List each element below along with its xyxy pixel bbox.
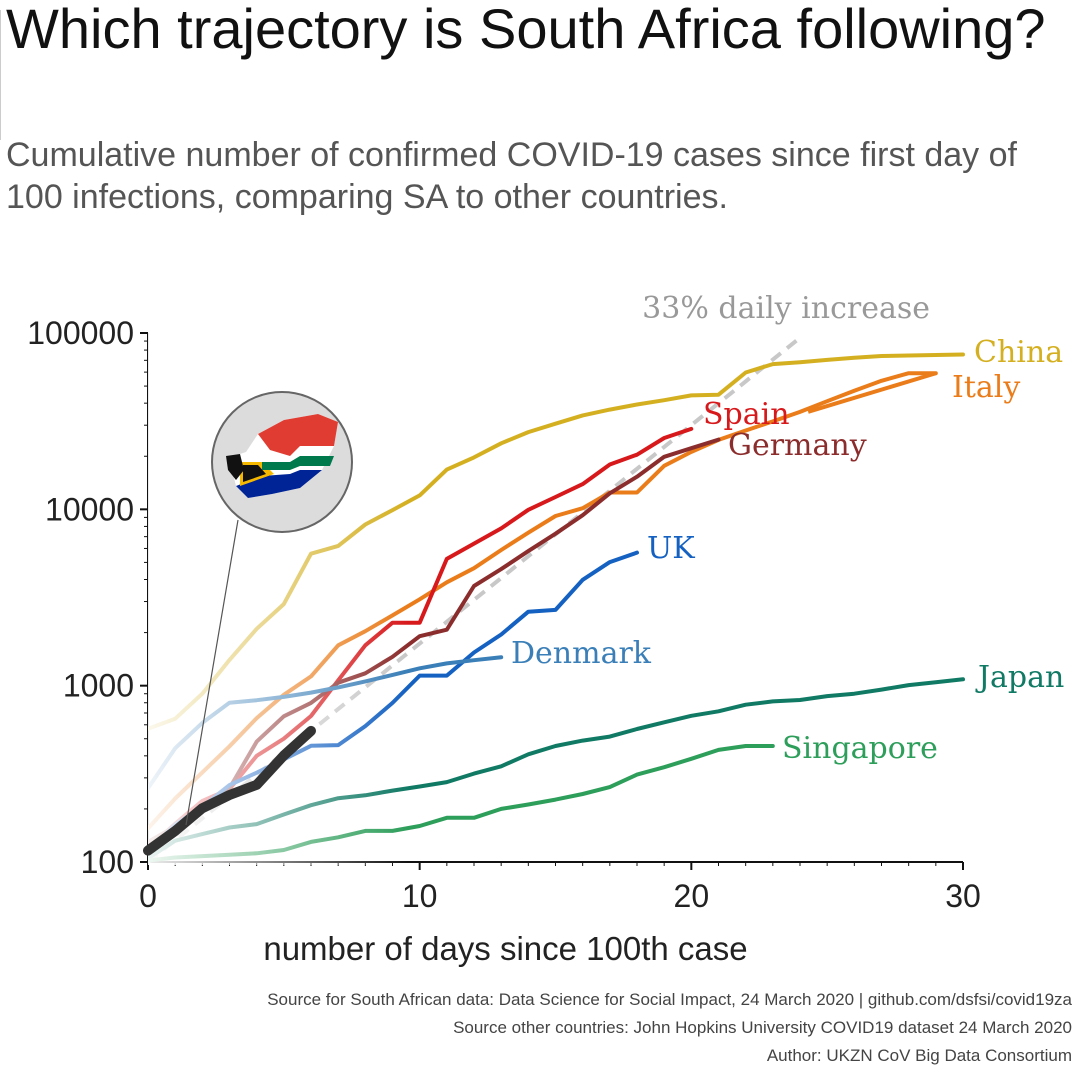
series-label-denmark: Denmark xyxy=(511,636,652,671)
series-line-south-africa xyxy=(143,725,316,856)
italy-extension-line xyxy=(807,371,937,414)
y-tick-label: 100 xyxy=(81,844,134,880)
x-tick-label: 20 xyxy=(674,878,710,914)
reference-line-label: 33% daily increase xyxy=(642,291,930,326)
south-africa-series-group xyxy=(143,725,316,856)
x-tick-label: 10 xyxy=(402,878,438,914)
south-africa-flag-map-icon xyxy=(211,391,353,533)
y-tick-label: 1000 xyxy=(63,668,134,704)
x-axis-label: number of days since 100th case xyxy=(263,930,747,967)
series-label-germany: Germany xyxy=(728,428,867,463)
y-tick-label: 10000 xyxy=(45,491,134,527)
y-tick-label: 100000 xyxy=(27,315,134,351)
badge-pointer-line xyxy=(185,519,239,826)
left-rule xyxy=(0,10,5,140)
chart-title: Which trajectory is South Africa followi… xyxy=(6,0,1046,60)
chart-subtitle: Cumulative number of confirmed COVID-19 … xyxy=(6,136,1017,216)
series-label-japan: Japan xyxy=(975,660,1064,695)
source-other-countries: Source other countries: John Hopkins Uni… xyxy=(453,1018,1072,1037)
series-label-spain: Spain xyxy=(703,397,790,432)
series-label-singapore: Singapore xyxy=(782,731,938,766)
series-label-china: China xyxy=(974,335,1063,370)
series-label-uk: UK xyxy=(647,531,695,566)
author-credit: Author: UKZN CoV Big Data Consortium xyxy=(766,1046,1072,1065)
x-tick-label: 0 xyxy=(139,878,157,914)
series-label-italy: Italy xyxy=(952,370,1020,405)
source-south-africa: Source for South African data: Data Scie… xyxy=(267,990,1072,1009)
x-tick-label: 30 xyxy=(945,878,981,914)
